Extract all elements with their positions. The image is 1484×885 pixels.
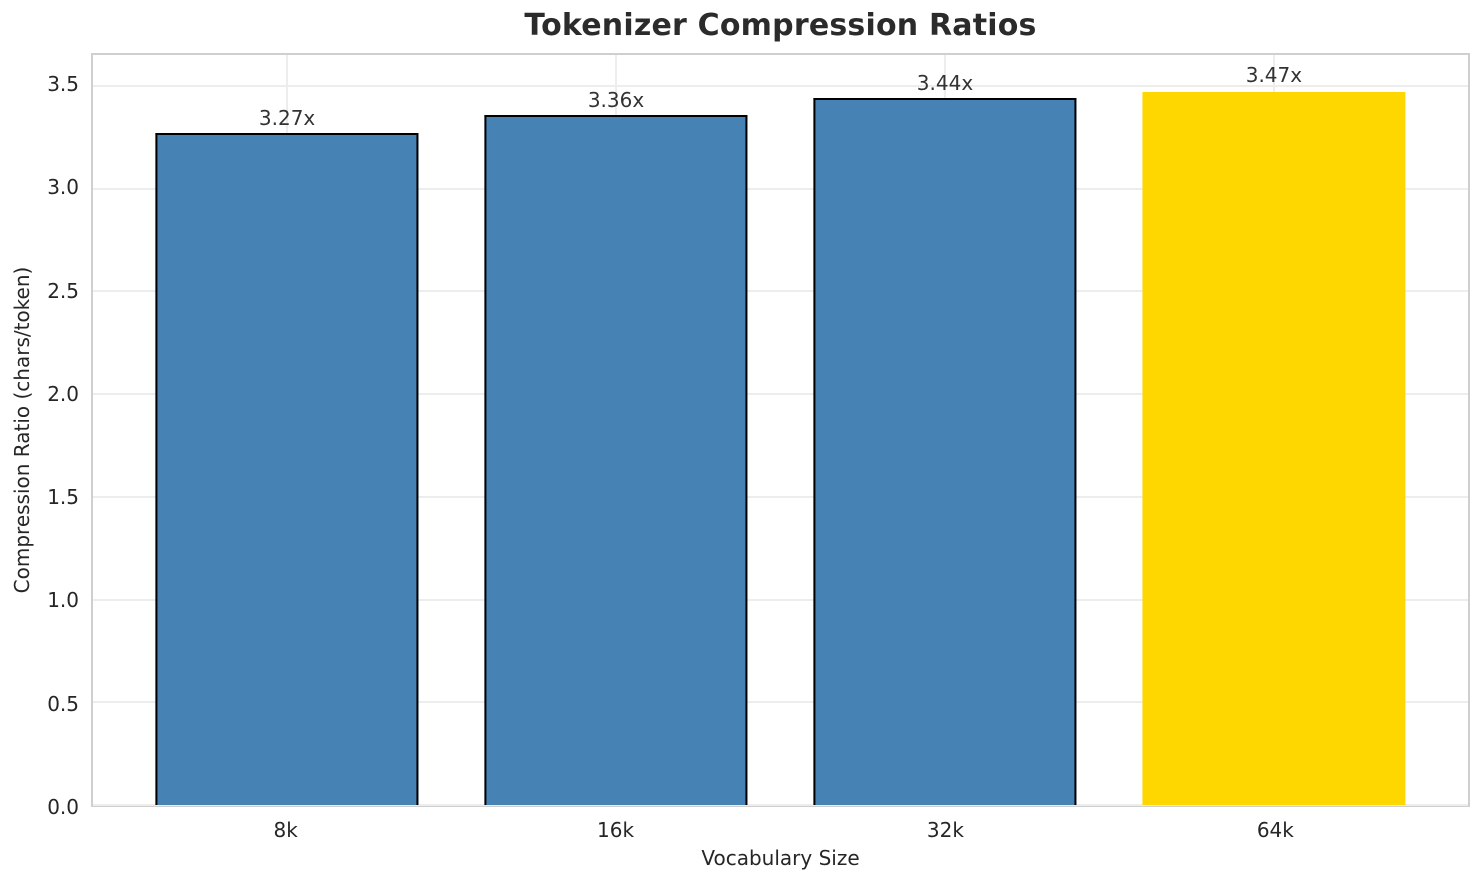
x-tick-label: 64k xyxy=(1256,818,1294,842)
y-axis-tick-labels: 0.0 0.5 1.0 1.5 2.0 2.5 3.0 3.5 xyxy=(0,53,79,819)
x-tick-label: 32k xyxy=(926,818,964,842)
horizontal-gridline xyxy=(93,84,1468,87)
bar-16k: 3.36x xyxy=(484,88,748,805)
bars-layer: 3.27x 3.36x 3.44x 3.47x xyxy=(93,55,1468,805)
horizontal-gridline xyxy=(93,804,1468,806)
y-tick-label: 3.0 xyxy=(47,175,79,200)
y-tick-label: 2.5 xyxy=(47,278,79,303)
bar-8k: 3.27x xyxy=(155,106,419,805)
x-axis-label: Vocabulary Size xyxy=(701,846,860,870)
bar-value-label: 3.36x xyxy=(587,87,645,112)
bar-value-label: 3.47x xyxy=(1245,63,1303,87)
bar-value-label: 3.27x xyxy=(258,106,316,131)
x-tick-label: 8k xyxy=(273,818,298,842)
horizontal-gridline xyxy=(93,187,1468,190)
y-tick-label: 0.5 xyxy=(47,691,79,716)
horizontal-gridline xyxy=(93,290,1468,293)
y-tick-label: 2.0 xyxy=(47,381,79,406)
y-tick-label: 3.5 xyxy=(47,71,79,96)
horizontal-gridline xyxy=(93,598,1468,601)
bar-value-label: 3.44x xyxy=(916,71,974,96)
horizontal-gridline xyxy=(93,393,1468,396)
y-tick-label: 1.5 xyxy=(47,485,79,510)
horizontal-gridline xyxy=(93,701,1468,704)
bar-32k: 3.44x xyxy=(813,71,1077,805)
bar-64k: 3.47x xyxy=(1142,63,1406,805)
x-tick-label: 16k xyxy=(597,818,635,842)
x-axis-tick-labels: 8k 16k 32k 64k xyxy=(91,818,1470,846)
horizontal-gridline xyxy=(93,495,1468,498)
y-tick-label: 0.0 xyxy=(47,795,79,819)
y-tick-label: 1.0 xyxy=(47,588,79,613)
chart-title: Tokenizer Compression Ratios xyxy=(524,8,1037,43)
plot-area: 3.27x 3.36x 3.44x 3.47x xyxy=(91,53,1470,807)
